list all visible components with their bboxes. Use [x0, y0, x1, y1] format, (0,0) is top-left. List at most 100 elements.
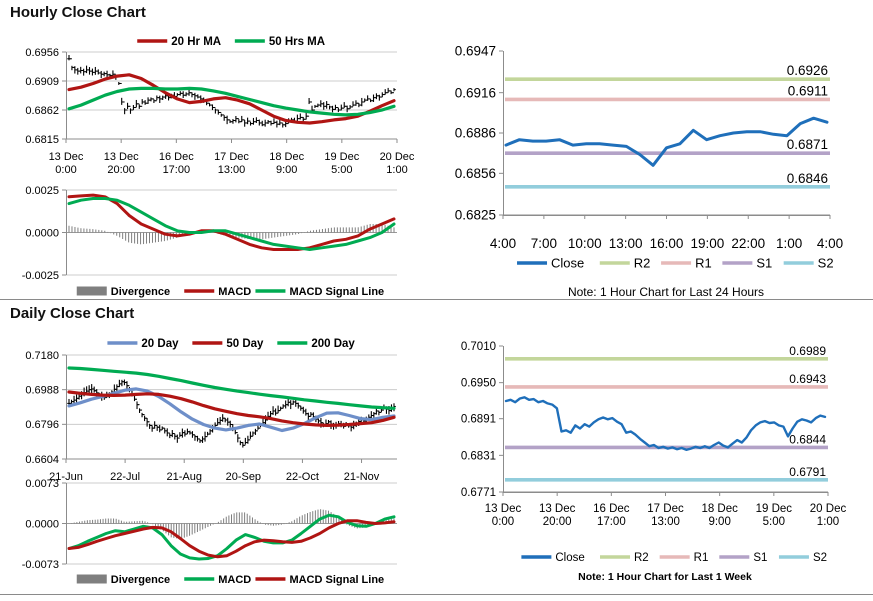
svg-text:0.7180: 0.7180	[25, 350, 59, 362]
daily-price-chart: 0.7180 0.6988 0.6796 0.6604 21-Jun 22-Jul 21-A…	[25, 338, 397, 483]
svg-text:7:00: 7:00	[531, 236, 557, 251]
hourly-pivot-axes: 0.6947 0.6916 0.6886 0.6856 0.6825 4:00 7:00 10…	[455, 44, 843, 251]
svg-text:0.6604: 0.6604	[25, 454, 59, 466]
svg-text:13:00: 13:00	[609, 236, 643, 251]
svg-text:0.0073: 0.0073	[25, 478, 59, 490]
svg-text:-0.0073: -0.0073	[22, 559, 59, 571]
svg-text:R2: R2	[634, 256, 651, 271]
svg-text:0.6831: 0.6831	[461, 450, 496, 462]
svg-text:21-Aug: 21-Aug	[166, 471, 201, 483]
hourly-pivot-chart: 0.6947 0.6916 0.6886 0.6856 0.6825 4:00 7:00 10…	[455, 44, 843, 271]
svg-text:10:00: 10:00	[568, 236, 602, 251]
svg-text:R1: R1	[695, 256, 712, 271]
svg-text:0.6856: 0.6856	[455, 166, 496, 181]
hourly-pivot-group: 0.6947 0.6916 0.6886 0.6856 0.6825 4:00 7:00 10…	[455, 44, 843, 271]
svg-text:R1: R1	[694, 552, 709, 564]
legend-swatch-Divergence	[76, 286, 107, 296]
svg-text:0.6846: 0.6846	[787, 171, 828, 186]
svg-text:0.0000: 0.0000	[25, 227, 59, 239]
svg-text:MACD Signal Line: MACD Signal Line	[289, 574, 384, 586]
svg-text:0.6956: 0.6956	[25, 47, 59, 59]
svg-text:0.6796: 0.6796	[25, 419, 59, 431]
svg-text:1:00: 1:00	[776, 236, 802, 251]
svg-text:17:00: 17:00	[163, 164, 191, 176]
svg-text:22:00: 22:00	[731, 236, 765, 251]
section-title-daily: Daily Close Chart	[10, 305, 135, 322]
ma-line-200 Day	[67, 366, 396, 410]
ma-line-20 Hr MA	[67, 73, 396, 125]
close-line	[504, 116, 829, 167]
svg-text:9:00: 9:00	[708, 516, 730, 528]
svg-text:18 Dec: 18 Dec	[269, 151, 304, 163]
daily-pivot-pivot-lines	[505, 357, 828, 482]
legend: 20 Day 50 Day 200 Day	[107, 338, 355, 350]
daily-price-group: 0.7180 0.6988 0.6796 0.6604 21-Jun 22-Jul 21-A…	[25, 338, 397, 483]
svg-text:20 Day: 20 Day	[141, 338, 179, 350]
svg-text:13:00: 13:00	[218, 164, 246, 176]
svg-text:0.6871: 0.6871	[787, 137, 828, 152]
legend: Divergence MACD MACD Signal Line	[76, 286, 384, 298]
svg-text:MACD: MACD	[218, 286, 251, 298]
svg-text:MACD Signal Line: MACD Signal Line	[289, 286, 384, 298]
svg-text:0.6771: 0.6771	[461, 487, 496, 499]
svg-text:4:00: 4:00	[817, 236, 843, 251]
svg-text:20:00: 20:00	[107, 164, 135, 176]
svg-text:50 Hrs MA: 50 Hrs MA	[269, 36, 325, 48]
svg-text:0.6943: 0.6943	[789, 372, 826, 386]
svg-text:16:00: 16:00	[650, 236, 684, 251]
svg-text:20-Sep: 20-Sep	[226, 471, 261, 483]
svg-text:20 Hr MA: 20 Hr MA	[171, 36, 221, 48]
svg-text:R2: R2	[634, 552, 649, 564]
svg-text:5:00: 5:00	[331, 164, 352, 176]
svg-text:0.6862: 0.6862	[25, 105, 59, 117]
svg-text:S2: S2	[818, 256, 834, 271]
svg-text:0:00: 0:00	[55, 164, 76, 176]
legend-swatch-Divergence	[76, 574, 107, 584]
svg-text:0.6989: 0.6989	[789, 344, 826, 358]
svg-text:22-Jul: 22-Jul	[110, 471, 140, 483]
svg-text:16 Dec: 16 Dec	[159, 151, 194, 163]
legend: Divergence MACD MACD Signal Line	[76, 574, 384, 586]
daily-macd-chart: 0.0073 0.0000 -0.0073 Divergence MACD MACD Si…	[22, 478, 397, 586]
svg-text:0.0025: 0.0025	[25, 185, 59, 197]
chart-note-hourly-pivot: Note: 1 Hour Chart for Last 24 Hours	[567, 285, 765, 299]
svg-text:0.6815: 0.6815	[25, 134, 59, 146]
svg-text:1:00: 1:00	[817, 516, 839, 528]
ma-line-50 Day	[67, 390, 396, 427]
svg-text:22-Oct: 22-Oct	[286, 471, 319, 483]
svg-text:S1: S1	[756, 256, 772, 271]
daily-macd-group: 0.0073 0.0000 -0.0073 Divergence MACD MACD Si…	[22, 478, 397, 586]
svg-text:50 Day: 50 Day	[226, 338, 264, 350]
macd-line	[67, 513, 396, 561]
svg-text:0.6886: 0.6886	[455, 126, 496, 141]
svg-text:0.6825: 0.6825	[455, 208, 496, 223]
svg-text:-0.0025: -0.0025	[22, 270, 59, 282]
svg-text:20 Dec: 20 Dec	[810, 503, 847, 515]
svg-text:20:00: 20:00	[543, 516, 572, 528]
svg-text:1:00: 1:00	[386, 164, 407, 176]
svg-text:200 Day: 200 Day	[311, 338, 355, 350]
svg-text:Close: Close	[551, 256, 584, 271]
section-divider-bottom	[0, 594, 873, 595]
svg-text:5:00: 5:00	[763, 516, 785, 528]
svg-text:S1: S1	[753, 552, 767, 564]
ma-line-20 Day	[67, 387, 396, 433]
svg-text:13 Dec: 13 Dec	[104, 151, 139, 163]
signal-line	[67, 197, 396, 251]
svg-text:13 Dec: 13 Dec	[539, 503, 576, 515]
svg-text:17 Dec: 17 Dec	[214, 151, 249, 163]
svg-text:16 Dec: 16 Dec	[593, 503, 630, 515]
svg-text:21-Nov: 21-Nov	[344, 471, 380, 483]
svg-text:18 Dec: 18 Dec	[701, 503, 738, 515]
hourly-macd-divergence-bars	[68, 224, 395, 245]
svg-text:0.6916: 0.6916	[455, 85, 496, 100]
legend: 20 Hr MA 50 Hrs MA	[137, 36, 325, 48]
signal-line	[67, 519, 396, 559]
svg-text:4:00: 4:00	[490, 236, 516, 251]
svg-text:0.6950: 0.6950	[461, 378, 496, 390]
